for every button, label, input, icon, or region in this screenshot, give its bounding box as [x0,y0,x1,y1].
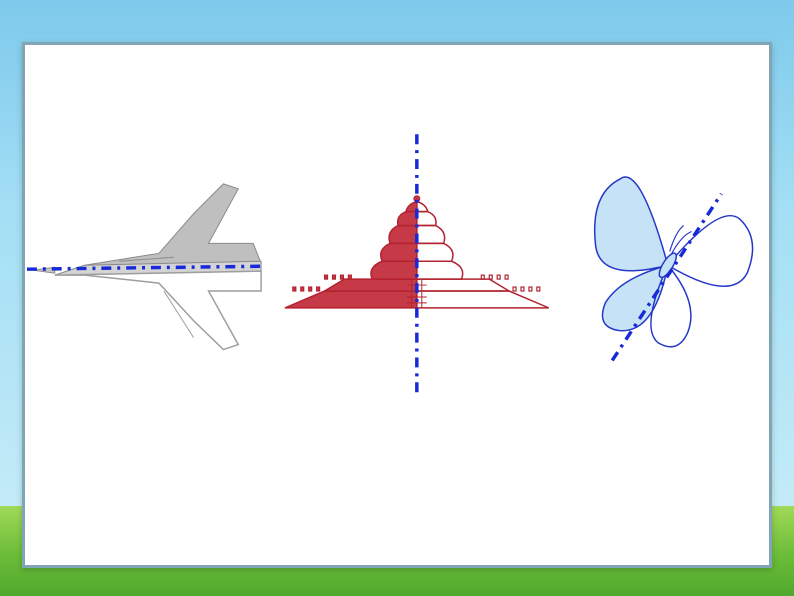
content-card [22,42,772,568]
butterfly-figure [595,177,753,347]
figures-svg [25,45,769,567]
